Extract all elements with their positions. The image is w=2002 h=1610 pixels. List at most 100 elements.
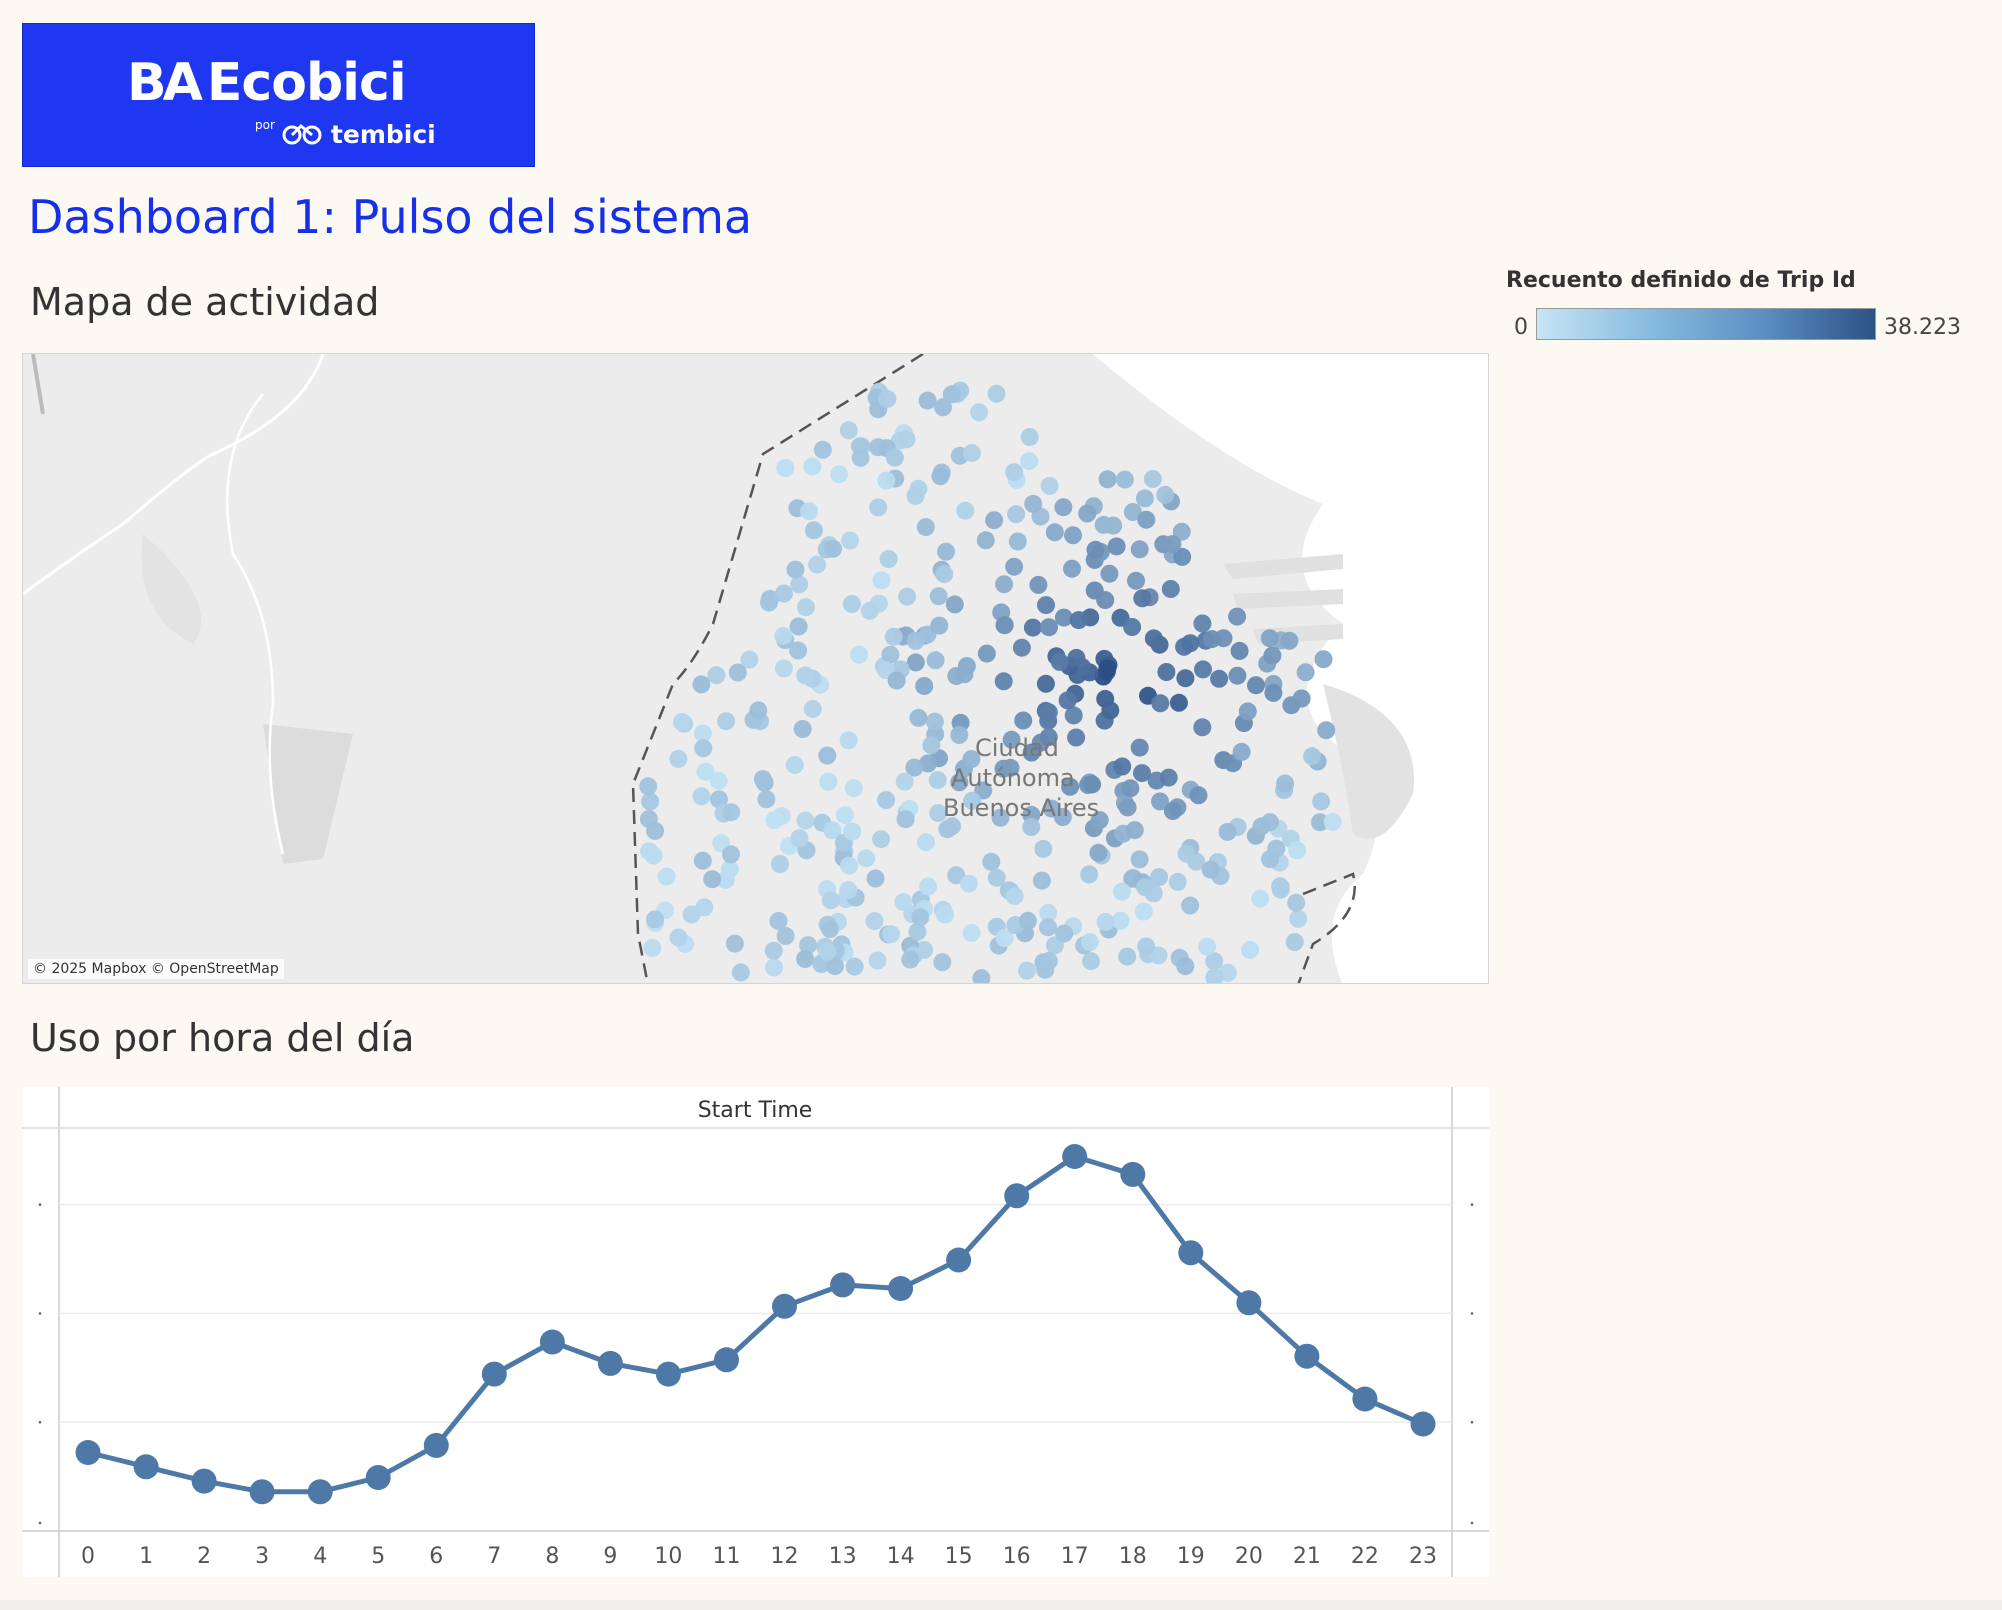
hourly-usage-chart[interactable]: Start Time 0 1 2 3 4 5 6 7 8 9 10 11 12 13 14 15 16 17 18 1… xyxy=(22,1087,1489,1577)
x-tick-label: 3 xyxy=(255,1544,269,1569)
station-point xyxy=(987,384,1006,403)
station-point xyxy=(1069,611,1088,630)
station-point xyxy=(1168,872,1187,891)
data-point xyxy=(423,1432,449,1458)
station-point xyxy=(1198,937,1217,956)
tembici-icon xyxy=(282,123,322,145)
station-point xyxy=(1121,779,1140,798)
station-point xyxy=(947,866,966,885)
station-point xyxy=(1189,786,1208,805)
station-point xyxy=(931,467,950,486)
station-point xyxy=(1039,728,1058,747)
station-point xyxy=(909,708,928,727)
x-tick-label: 8 xyxy=(545,1544,559,1569)
station-point xyxy=(936,905,955,924)
station-point xyxy=(657,867,676,886)
station-point xyxy=(720,860,739,879)
station-point xyxy=(765,811,784,830)
station-point xyxy=(937,542,955,561)
map-attribution[interactable]: © 2025 Mapbox © OpenStreetMap xyxy=(28,959,284,979)
station-point xyxy=(774,659,793,678)
station-point xyxy=(1276,774,1295,793)
data-point xyxy=(830,1272,856,1298)
x-tick-label: 10 xyxy=(654,1544,682,1569)
station-point xyxy=(707,666,726,685)
station-point xyxy=(1008,532,1027,551)
station-point xyxy=(994,672,1013,691)
y-axis-tick xyxy=(1470,1521,1474,1525)
station-point xyxy=(1241,940,1259,959)
station-point xyxy=(1181,896,1200,915)
station-point xyxy=(1150,868,1169,887)
station-point xyxy=(1201,860,1220,879)
y-axis-tick xyxy=(1470,1203,1474,1206)
station-point xyxy=(722,803,741,822)
station-point xyxy=(1080,933,1099,952)
station-point xyxy=(830,465,849,484)
station-point xyxy=(1039,952,1058,970)
station-point xyxy=(928,771,947,790)
station-point xyxy=(760,593,778,612)
x-tick-label: 11 xyxy=(713,1544,741,1569)
station-point xyxy=(669,749,688,768)
station-point xyxy=(793,720,812,738)
station-point xyxy=(790,575,809,594)
station-point xyxy=(818,746,837,765)
station-point xyxy=(639,777,658,796)
station-point xyxy=(839,421,858,440)
station-point xyxy=(896,810,915,829)
station-point xyxy=(771,855,789,873)
station-point xyxy=(1101,701,1120,720)
station-point xyxy=(769,912,788,930)
station-point xyxy=(1123,618,1142,636)
logo-por: por xyxy=(255,118,275,132)
station-point xyxy=(1287,893,1306,912)
station-point xyxy=(1280,631,1299,650)
station-point xyxy=(1083,775,1102,794)
station-point xyxy=(911,908,930,927)
station-point xyxy=(1137,937,1156,956)
station-point xyxy=(885,448,904,467)
station-point xyxy=(1067,728,1086,747)
data-point xyxy=(133,1454,159,1480)
station-point xyxy=(1115,470,1134,489)
y-axis-tick xyxy=(38,1521,42,1525)
logo-brand: Ecobici xyxy=(206,53,407,113)
station-point xyxy=(1151,694,1170,713)
station-point xyxy=(1202,630,1221,649)
station-point xyxy=(803,699,822,718)
station-point xyxy=(942,385,961,404)
activity-map[interactable]: Ciudad Autónoma Buenos Aires © 2025 Mapb… xyxy=(22,353,1489,984)
station-point xyxy=(1247,676,1265,695)
station-point xyxy=(1251,889,1270,908)
ecobici-logo: BA Ecobici por tembici xyxy=(22,23,535,167)
station-point xyxy=(1296,663,1315,682)
station-point xyxy=(929,587,948,606)
x-tick-label: 2 xyxy=(197,1544,211,1569)
station-point xyxy=(915,677,934,695)
chart-series xyxy=(75,1144,1436,1505)
x-tick-label: 16 xyxy=(1003,1544,1031,1569)
station-point xyxy=(922,736,941,755)
station-point xyxy=(1005,887,1024,906)
station-point xyxy=(860,601,879,620)
station-point xyxy=(1263,646,1282,665)
station-point xyxy=(776,459,795,477)
station-point xyxy=(872,830,890,849)
station-point xyxy=(703,870,722,889)
station-point xyxy=(1012,638,1031,657)
station-point xyxy=(1118,947,1137,966)
station-point xyxy=(1050,652,1069,671)
station-point xyxy=(1032,871,1051,890)
station-point xyxy=(962,923,981,942)
station-point xyxy=(878,389,897,408)
station-point xyxy=(1218,963,1237,982)
map-canvas[interactable]: Ciudad Autónoma Buenos Aires xyxy=(23,354,1489,984)
x-tick-label: 20 xyxy=(1235,1544,1263,1569)
chart-canvas[interactable]: Start Time 0 1 2 3 4 5 6 7 8 9 10 11 12 13 14 15 16 17 18 1… xyxy=(22,1087,1489,1577)
station-point xyxy=(906,653,925,672)
station-point xyxy=(1156,485,1175,504)
station-point xyxy=(1161,580,1180,598)
x-tick-label: 15 xyxy=(945,1544,973,1569)
station-point xyxy=(796,811,815,830)
